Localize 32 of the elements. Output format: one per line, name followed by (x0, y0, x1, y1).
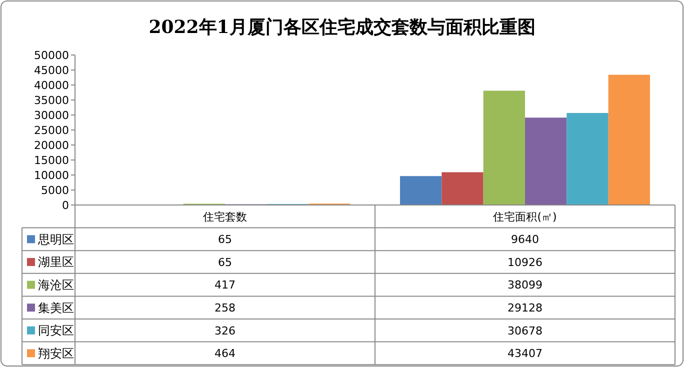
y-tick-label: 40000 (34, 78, 69, 92)
legend-label: 湖里区 (38, 255, 74, 270)
data-label: 417 (214, 278, 236, 292)
y-tick-label: 15000 (34, 154, 69, 167)
chart-title: 2022年1月厦门各区住宅成交套数与面积比重图 (148, 17, 536, 38)
data-label: 9640 (511, 233, 539, 246)
data-label: 258 (214, 301, 236, 314)
data-label: 65 (218, 256, 232, 269)
legend-label: 集美区 (38, 300, 74, 315)
y-tick-label: 35000 (34, 94, 69, 107)
legend-label: 海沧区 (38, 278, 74, 292)
y-tick-label: 5000 (41, 184, 69, 197)
x-tick-label: 住宅套数 (203, 210, 247, 224)
data-label: 10926 (508, 256, 542, 269)
data-label: 30678 (508, 324, 542, 338)
y-tick-label: 30000 (34, 108, 69, 122)
data-label: 43407 (508, 347, 542, 360)
legend-label: 思明区 (37, 232, 74, 246)
data-label: 29128 (508, 301, 542, 314)
data-label: 65 (218, 233, 232, 246)
legend-label: 翔安区 (38, 346, 74, 360)
y-tick-label: 0 (62, 198, 69, 212)
y-tick-label: 25000 (34, 124, 69, 137)
y-tick-label: 20000 (34, 138, 69, 152)
y-tick-label: 45000 (34, 64, 69, 77)
data-label: 464 (214, 347, 236, 360)
data-label: 326 (214, 324, 236, 338)
y-tick-label: 10000 (34, 168, 69, 182)
x-tick-label: 住宅面积(㎡) (493, 210, 557, 224)
y-tick-label: 50000 (34, 48, 69, 62)
legend-label: 同安区 (38, 324, 74, 338)
data-label: 38099 (508, 278, 542, 292)
